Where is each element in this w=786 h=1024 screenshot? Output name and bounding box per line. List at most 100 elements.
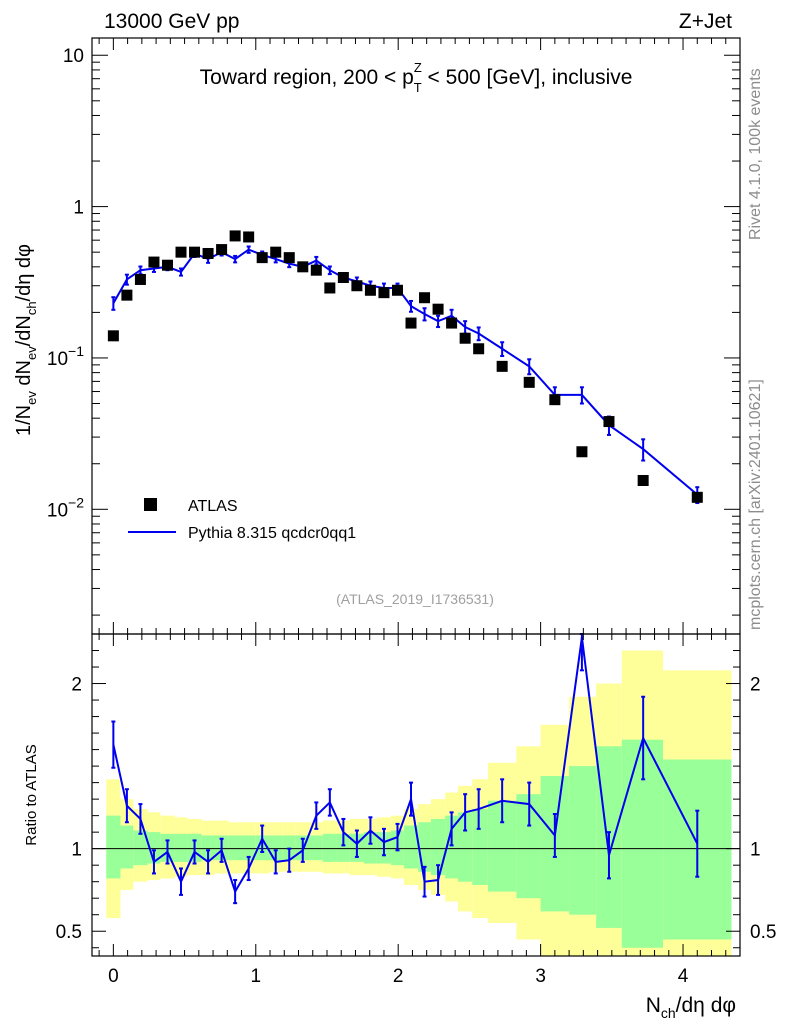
band-inner-24 [430, 818, 446, 876]
atlas-point-22 [405, 317, 417, 329]
atlas-point-12 [270, 246, 282, 258]
ylabel-part-6: ch [24, 301, 39, 315]
atlas-point-30 [549, 394, 561, 406]
band-inner-7 [201, 835, 215, 861]
main-ytick-label-10: 10 [63, 46, 84, 67]
title-prefix: Toward region, 200 < p [200, 66, 414, 89]
xlabel-part-1: N [646, 994, 661, 1017]
atlas-point-9 [229, 230, 241, 242]
main-ytick-label-0.01: 10−2 [47, 494, 84, 521]
band-inner-31 [569, 766, 597, 915]
main-ytick-label-0.1: 10−1 [47, 343, 84, 370]
atlas-point-0 [107, 330, 119, 342]
band-inner-2 [133, 830, 148, 866]
band-inner-3 [147, 832, 161, 864]
atlas-point-23 [419, 292, 431, 304]
x-axis-label: Nch/dη dφ [646, 994, 736, 1021]
ylabel-part-2: ev [24, 391, 39, 405]
header-left: 13000 GeV pp [104, 10, 239, 33]
band-inner-19 [364, 832, 377, 864]
band-inner-26 [458, 812, 473, 882]
tick-exponent: −1 [68, 343, 84, 359]
tick-base: 10 [47, 500, 68, 521]
xlabel-part-3: /dη dφ [676, 994, 736, 1017]
atlas-point-8 [216, 244, 228, 256]
main-ytick-label-1: 1 [73, 198, 84, 219]
title-suffix: < 500 [GeV], inclusive [422, 66, 633, 89]
x-tick-label-2: 2 [393, 966, 404, 987]
atlas-point-29 [523, 376, 535, 388]
main-series-layer [107, 230, 703, 505]
ratio-bands [106, 650, 732, 956]
atlas-point-33 [637, 474, 649, 486]
ratio-ytick-label-right-2: 2 [750, 675, 761, 696]
atlas-point-3 [148, 256, 160, 268]
main-title: Toward region, 200 < pZ T < 500 [GeV], in… [200, 60, 633, 95]
atlas-point-34 [691, 491, 703, 503]
atlas-point-24 [432, 303, 444, 315]
atlas-point-20 [378, 287, 390, 299]
header-right: Z+Jet [679, 10, 732, 33]
title-sub: T [414, 80, 422, 95]
atlas-point-5 [175, 246, 187, 258]
x-tick-label-0: 0 [108, 966, 119, 987]
atlas-point-26 [459, 332, 471, 344]
ratio-ytick-label-right-0.5: 0.5 [750, 922, 776, 943]
ylabel-part-4: ev [24, 346, 39, 360]
atlas-point-28 [496, 360, 508, 372]
side-label-rivet: Rivet 4.1.0, 100k events [747, 68, 764, 240]
atlas-point-25 [446, 317, 458, 329]
ratio-panel-frame [91, 633, 741, 957]
x-tick-label-1: 1 [250, 966, 261, 987]
atlas-point-32 [603, 416, 615, 428]
band-inner-5 [174, 833, 188, 862]
atlas-point-1 [121, 289, 133, 301]
ylabel-part-3: dN [13, 360, 35, 391]
atlas-point-17 [337, 272, 349, 284]
band-inner-25 [445, 815, 459, 879]
band-inner-23 [418, 822, 431, 872]
atlas-point-16 [324, 282, 336, 294]
atlas-point-7 [202, 247, 214, 259]
atlas-point-11 [256, 252, 268, 264]
side-label-mcplots: mcplots.cern.ch [arXiv:2401.10621] [747, 379, 764, 630]
legend-atlas-marker [144, 498, 157, 511]
band-inner-9 [228, 835, 242, 861]
atlas-point-19 [364, 284, 376, 296]
ratio-ytick-label-right-1: 1 [750, 840, 761, 861]
atlas-point-31 [576, 446, 588, 458]
band-inner-0 [106, 815, 121, 879]
band-inner-10 [241, 835, 256, 861]
atlas-point-18 [351, 280, 363, 292]
band-inner-16 [322, 833, 337, 862]
atlas-point-15 [310, 264, 322, 276]
atlas-point-2 [134, 273, 146, 285]
x-tick-label-3: 3 [535, 966, 546, 987]
x-tick-label-4: 4 [678, 966, 689, 987]
atlas-point-4 [161, 259, 173, 271]
pythia-line [112, 248, 698, 496]
title-sup: Z [414, 60, 422, 75]
main-panel-frame [91, 37, 741, 635]
ratio-series-layer [111, 633, 700, 905]
legend: ATLAS Pythia 8.315 qcdcr0qq1 [128, 498, 356, 542]
ratio-ytick-label-left-2: 2 [71, 675, 82, 696]
ratio-ytick-label-left-0.5: 0.5 [56, 922, 82, 943]
atlas-point-10 [243, 231, 255, 243]
main-y-label: 1/Nev dNev/dNch/dη dφ [13, 244, 39, 436]
ylabel-part-5: /dN [13, 315, 35, 346]
band-inner-27 [472, 809, 488, 885]
ratio-ytick-label-left-1: 1 [71, 840, 82, 861]
atlas-point-14 [297, 261, 309, 273]
legend-pythia-label: Pythia 8.315 qcdcr0qq1 [188, 525, 356, 542]
band-inner-17 [336, 833, 350, 862]
ylabel-part-1: 1/N [13, 405, 35, 436]
tick-base: 10 [47, 349, 68, 370]
band-inner-12 [270, 835, 283, 861]
legend-atlas-label: ATLAS [188, 498, 238, 515]
xlabel-part-2: ch [661, 1005, 676, 1021]
atlas-point-21 [391, 284, 403, 296]
